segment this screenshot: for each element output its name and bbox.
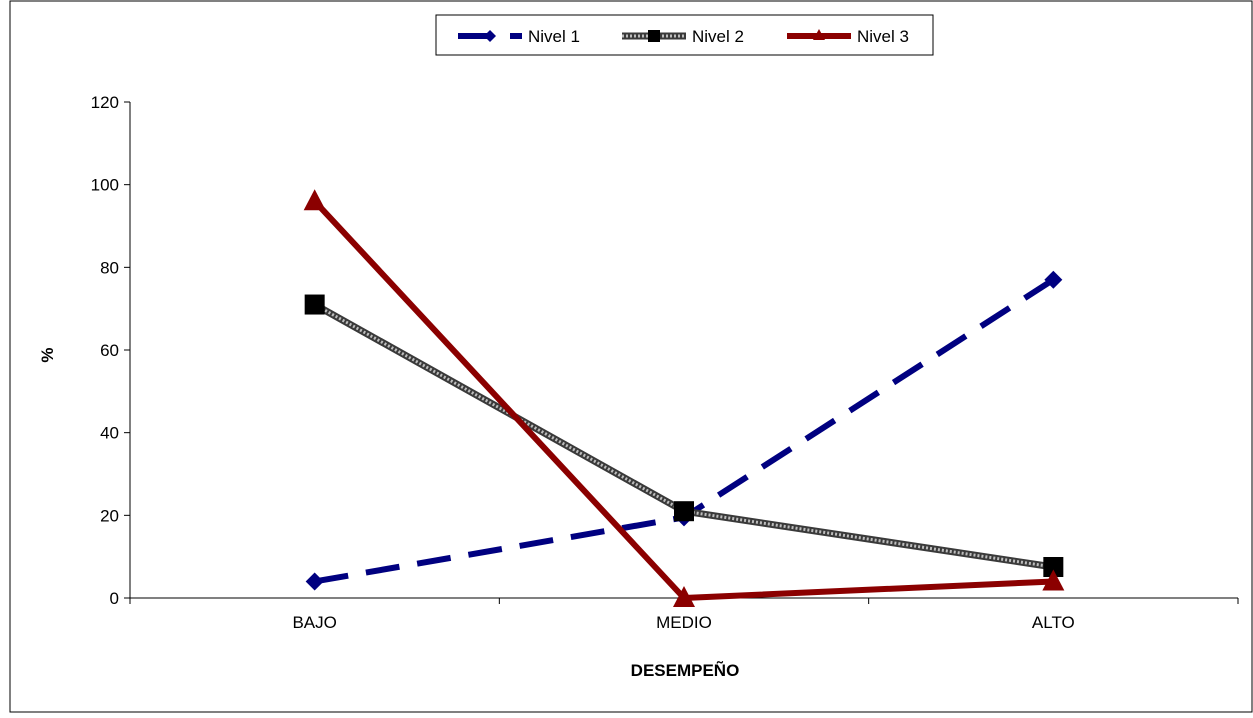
nivel-1-point [484,30,496,42]
y-tick-label: 20 [100,506,119,525]
legend-item-nivel-1: Nivel 1 [458,27,580,46]
nivel-3-point [303,189,326,211]
y-tick-label: 80 [100,258,119,277]
nivel-3-point [673,586,695,607]
series-nivel-3 [303,189,1065,607]
series-nivel-2 [304,294,1064,577]
nivel-2-point [648,30,660,42]
y-axis-label: % [38,347,57,362]
nivel-3-point [813,29,825,40]
x-tick-label: BAJO [292,613,336,632]
y-tick-label: 120 [91,93,119,112]
nivel-2-point [674,501,694,522]
chart-border [9,0,1253,713]
nivel-3-point [1042,569,1065,591]
nivel-2-line [313,303,1054,569]
nivel-2-point [304,294,325,315]
nivel-1-point [305,572,324,591]
axes: 0 20 40 60 80 100 120 BAJO MEDIO ALTO [91,93,1239,632]
y-tick-label: 0 [110,589,119,608]
y-tick-label: 100 [91,176,119,195]
y-tick-label: 60 [100,341,119,360]
series-layer [303,189,1065,607]
nivel-2-point [1043,557,1064,577]
y-tick-label: 40 [100,424,119,443]
legend-item-nivel-3: Nivel 3 [787,27,909,46]
legend-label-nivel-2: Nivel 2 [692,27,744,46]
legend: Nivel 1 Nivel 2 Nivel 3 [435,14,934,56]
x-tick-label: MEDIO [656,613,712,632]
x-tick-label: ALTO [1032,613,1075,632]
nivel-1-point [1044,270,1063,289]
legend-item-nivel-2: Nivel 2 [622,27,744,46]
legend-label-nivel-1: Nivel 1 [528,27,580,46]
x-axis-label: DESEMPEÑO [631,660,740,680]
legend-label-nivel-3: Nivel 3 [857,27,909,46]
